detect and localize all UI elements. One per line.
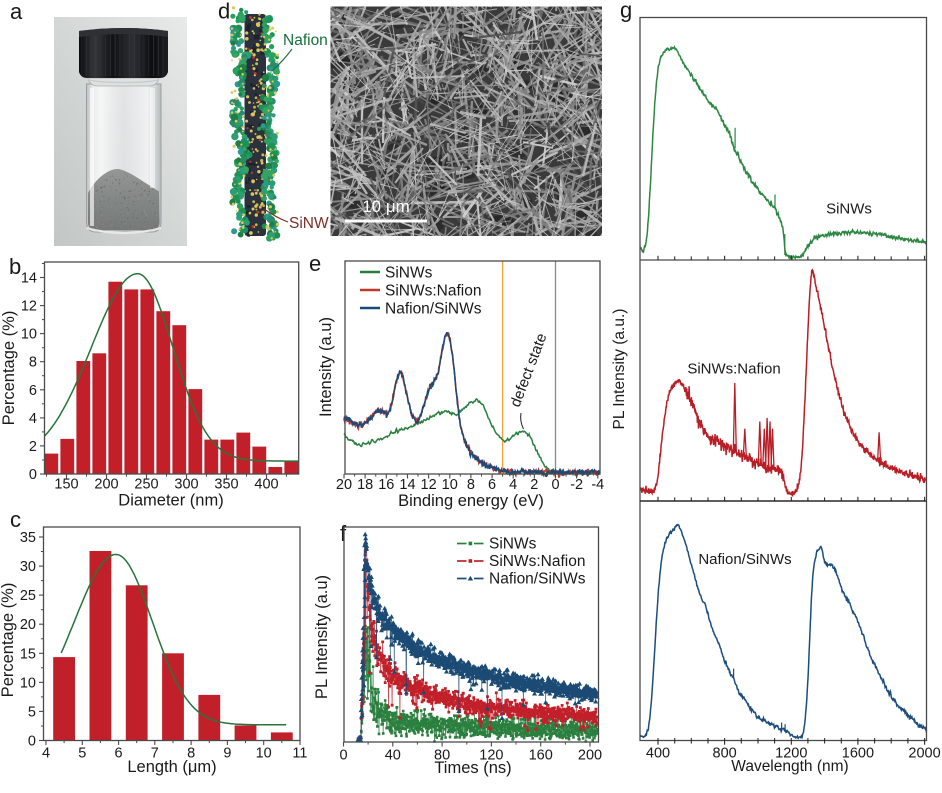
svg-text:12: 12 (21, 299, 37, 315)
svg-text:20: 20 (336, 477, 352, 493)
svg-text:10: 10 (20, 675, 36, 691)
svg-text:350: 350 (214, 477, 238, 493)
svg-text:200: 200 (94, 477, 118, 493)
svg-text:1600: 1600 (842, 746, 874, 762)
svg-text:Nafion: Nafion (283, 32, 328, 49)
svg-text:a: a (10, 0, 23, 24)
svg-text:Times (ns): Times (ns) (434, 759, 511, 777)
svg-text:Diameter (nm): Diameter (nm) (118, 492, 223, 510)
svg-text:Binding energy (eV): Binding energy (eV) (398, 492, 544, 510)
svg-text:6: 6 (488, 477, 496, 493)
svg-text:20: 20 (20, 617, 36, 633)
svg-text:14: 14 (21, 270, 37, 286)
svg-text:c: c (10, 507, 21, 532)
svg-text:200: 200 (578, 748, 602, 764)
svg-text:0: 0 (339, 748, 347, 764)
svg-text:SiNWs:Nafion: SiNWs:Nafion (385, 283, 481, 300)
svg-text:300: 300 (174, 477, 198, 493)
svg-text:SiNWs: SiNWs (826, 201, 872, 218)
svg-text:5: 5 (78, 746, 86, 762)
svg-text:SiNWs: SiNWs (385, 265, 433, 282)
svg-text:-2: -2 (570, 477, 583, 493)
svg-text:30: 30 (20, 559, 36, 575)
svg-text:15: 15 (20, 646, 36, 662)
svg-text:120: 120 (479, 748, 503, 764)
svg-text:6: 6 (29, 383, 37, 399)
svg-text:10: 10 (256, 746, 272, 762)
svg-text:1200: 1200 (775, 746, 807, 762)
svg-text:Nafion/SiNWs: Nafion/SiNWs (698, 551, 791, 568)
svg-text:SiNWs:Nafion: SiNWs:Nafion (687, 361, 780, 378)
svg-text:400: 400 (254, 477, 278, 493)
svg-text:Wavelength (nm): Wavelength (nm) (731, 758, 848, 775)
svg-text:80: 80 (434, 748, 450, 764)
svg-text:Intensity (a.u): Intensity (a.u) (317, 317, 335, 417)
svg-text:PL Intensity (a.u.): PL Intensity (a.u.) (611, 309, 628, 430)
svg-text:Percentage (%): Percentage (%) (0, 311, 18, 426)
svg-text:4: 4 (42, 746, 50, 762)
svg-text:Percentage (%): Percentage (%) (0, 583, 17, 698)
svg-text:16: 16 (378, 477, 394, 493)
svg-text:10: 10 (21, 327, 37, 343)
svg-text:150: 150 (54, 477, 78, 493)
svg-text:SiNWs:Nafion: SiNWs:Nafion (489, 553, 585, 570)
svg-text:8: 8 (187, 746, 195, 762)
svg-text:Length (μm): Length (μm) (127, 758, 216, 776)
svg-text:-4: -4 (591, 477, 604, 493)
svg-text:4: 4 (29, 411, 37, 427)
svg-text:2: 2 (29, 439, 37, 455)
svg-text:4: 4 (509, 477, 517, 493)
svg-text:160: 160 (529, 748, 553, 764)
svg-text:2: 2 (530, 477, 538, 493)
svg-text:Nafion/SiNWs: Nafion/SiNWs (489, 571, 586, 588)
svg-text:8: 8 (467, 477, 475, 493)
svg-text:8: 8 (29, 355, 37, 371)
svg-text:d: d (218, 0, 230, 24)
svg-text:g: g (620, 0, 632, 23)
svg-text:14: 14 (399, 477, 415, 493)
svg-text:40: 40 (385, 748, 401, 764)
svg-text:10 μm: 10 μm (362, 197, 410, 216)
svg-text:10: 10 (442, 477, 458, 493)
svg-text:250: 250 (134, 477, 158, 493)
svg-text:18: 18 (357, 477, 373, 493)
svg-text:6: 6 (115, 746, 123, 762)
svg-text:SiNW: SiNW (289, 215, 329, 232)
svg-text:PL Intensity (a.u): PL Intensity (a.u) (313, 575, 331, 699)
svg-text:0: 0 (29, 467, 37, 483)
svg-text:800: 800 (713, 746, 737, 762)
svg-text:2000: 2000 (908, 746, 940, 762)
svg-text:12: 12 (421, 477, 437, 493)
svg-text:7: 7 (151, 746, 159, 762)
svg-text:400: 400 (646, 746, 670, 762)
svg-text:35: 35 (20, 530, 36, 546)
svg-text:9: 9 (223, 746, 231, 762)
svg-text:e: e (309, 251, 321, 276)
svg-text:11: 11 (292, 746, 307, 762)
svg-text:0: 0 (551, 477, 559, 493)
svg-text:25: 25 (20, 588, 36, 604)
svg-text:Nafion/SiNWs: Nafion/SiNWs (385, 301, 482, 318)
svg-text:5: 5 (28, 704, 36, 720)
svg-text:b: b (9, 254, 21, 279)
svg-text:0: 0 (28, 734, 36, 750)
svg-text:SiNWs: SiNWs (489, 536, 537, 553)
